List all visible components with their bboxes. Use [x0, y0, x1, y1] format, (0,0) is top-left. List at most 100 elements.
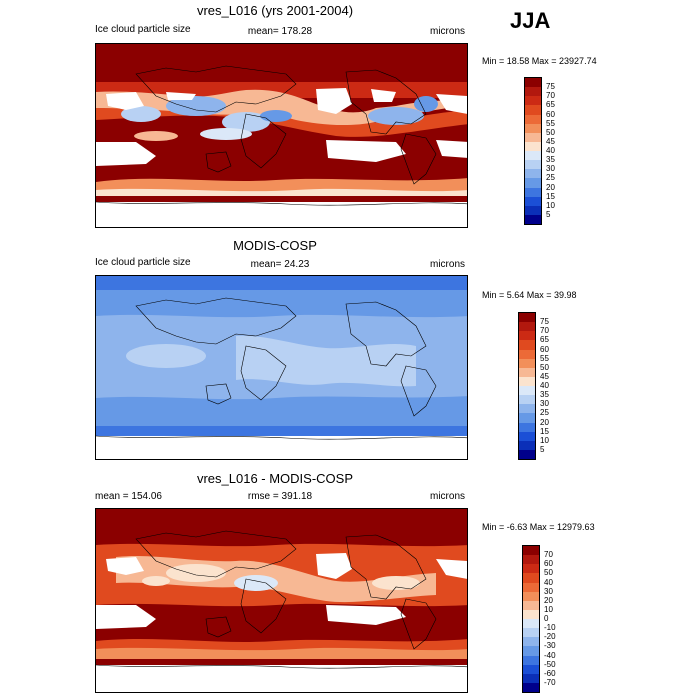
colorbar-cell	[523, 673, 539, 683]
colorbar-cell	[519, 367, 535, 377]
colorbar-cell	[523, 682, 539, 692]
colorbar-cell	[525, 187, 541, 197]
colorbar-cell	[519, 431, 535, 441]
panel-1-map-field	[96, 44, 467, 227]
colorbar-cell	[523, 555, 539, 565]
colorbar-cell	[525, 160, 541, 170]
colorbar-tick-label: 30	[540, 399, 549, 409]
colorbar-cell	[525, 205, 541, 215]
colorbar-tick-label: 45	[540, 371, 549, 381]
colorbar-cell	[519, 395, 535, 405]
colorbar-tick-label: 20	[544, 595, 553, 605]
colorbar-tick-label: 25	[546, 173, 555, 183]
colorbar-tick-label: 50	[540, 362, 549, 372]
colorbar-cell	[519, 313, 535, 323]
colorbar-tick-label: 45	[546, 136, 555, 146]
colorbar-tick-label: 65	[546, 100, 555, 110]
panel-1-map	[95, 43, 468, 228]
colorbar-cell	[525, 87, 541, 97]
colorbar-cell	[525, 123, 541, 133]
colorbar-cell	[519, 340, 535, 350]
colorbar-cell	[519, 440, 535, 450]
panel-1-right-label: microns	[430, 26, 466, 37]
colorbar-tick-label: 75	[546, 82, 555, 92]
colorbar-cell	[523, 582, 539, 592]
colorbar-tick-label: 15	[546, 191, 555, 201]
colorbar-tick-label: 60	[540, 344, 549, 354]
colorbar-tick-label: -50	[544, 659, 556, 669]
panel-1-title: vres_L016 (yrs 2001-2004)	[196, 3, 354, 18]
panel-3-map-field	[96, 509, 467, 692]
colorbar-cell	[523, 655, 539, 665]
colorbar-tick-label: 55	[546, 118, 555, 128]
colorbar-tick-label: 40	[540, 381, 549, 390]
panel-3-map	[95, 508, 468, 693]
colorbar-cell	[523, 646, 539, 656]
colorbar-cell	[519, 422, 535, 432]
colorbar-tick-label: -60	[544, 668, 556, 678]
colorbar-tick-label: 35	[546, 155, 555, 165]
colorbar-tick-label: 15	[540, 426, 549, 436]
panel-3-colorbar	[522, 545, 540, 693]
colorbar-tick-label: 50	[544, 568, 553, 578]
colorbar-tick-label: -70	[544, 677, 556, 687]
colorbar-tick-label: 60	[544, 559, 553, 569]
colorbar-cell	[525, 196, 541, 206]
colorbar-cell	[523, 591, 539, 601]
colorbar-tick-label: 30	[546, 164, 555, 174]
panel-2-left-label: Ice cloud particle size	[95, 257, 191, 268]
panel-2-title: MODIS-COSP	[233, 238, 317, 253]
panel-3-right-label: microns	[430, 491, 466, 502]
colorbar-cell	[523, 637, 539, 647]
colorbar-tick-label: 55	[540, 353, 549, 363]
colorbar-tick-label: -40	[544, 650, 556, 660]
colorbar-tick-label: 40	[546, 146, 555, 155]
colorbar-tick-label: 30	[544, 586, 553, 596]
colorbar-tick-label: 5	[540, 444, 545, 454]
panel-2-map-field	[96, 276, 467, 459]
colorbar-tick-label: 70	[540, 326, 549, 336]
colorbar-tick-label: 35	[540, 390, 549, 400]
colorbar-tick-label: 40	[544, 577, 553, 587]
colorbar-cell	[523, 664, 539, 674]
colorbar-tick-label: 25	[540, 408, 549, 418]
colorbar-tick-label: 0	[544, 614, 549, 623]
colorbar-cell	[525, 78, 541, 88]
colorbar-tick-label: 10	[544, 604, 553, 614]
colorbar-cell	[525, 105, 541, 115]
panel-2-colorbar	[518, 312, 536, 460]
colorbar-cell	[519, 358, 535, 368]
colorbar-cell	[519, 449, 535, 459]
colorbar-tick-label: 60	[546, 109, 555, 119]
colorbar-cell	[523, 600, 539, 610]
colorbar-cell	[525, 214, 541, 224]
panel-2-center-label: mean= 24.23	[250, 259, 310, 270]
panel-2-minmax: Min = 5.64 Max = 39.98	[482, 290, 577, 300]
colorbar-cell	[523, 609, 539, 619]
colorbar-tick-label: 5	[546, 209, 551, 219]
colorbar-cell	[525, 151, 541, 161]
panel-1-colorbar	[524, 77, 542, 225]
colorbar-tick-label: 70	[546, 91, 555, 101]
panel-3-title: vres_L016 - MODIS-COSP	[196, 471, 354, 486]
panel-2-map	[95, 275, 468, 460]
colorbar-tick-label: 50	[546, 127, 555, 137]
colorbar-cell	[523, 628, 539, 638]
colorbar-cell	[523, 546, 539, 556]
colorbar-tick-label: 65	[540, 335, 549, 345]
colorbar-cell	[519, 349, 535, 359]
colorbar-cell	[525, 114, 541, 124]
colorbar-cell	[519, 386, 535, 396]
colorbar-tick-label: -20	[544, 632, 556, 642]
colorbar-tick-label: 20	[540, 417, 549, 427]
panel-3-minmax: Min = -6.63 Max = 12979.63	[482, 522, 595, 532]
colorbar-cell	[523, 564, 539, 574]
colorbar-tick-label: 10	[540, 435, 549, 445]
colorbar-tick-label: 75	[540, 317, 549, 327]
panel-2-right-label: microns	[430, 259, 466, 270]
panel-1-left-label: Ice cloud particle size	[95, 24, 191, 35]
colorbar-cell	[525, 132, 541, 142]
colorbar-tick-label: 20	[546, 182, 555, 192]
colorbar-cell	[519, 404, 535, 414]
colorbar-cell	[523, 619, 539, 629]
